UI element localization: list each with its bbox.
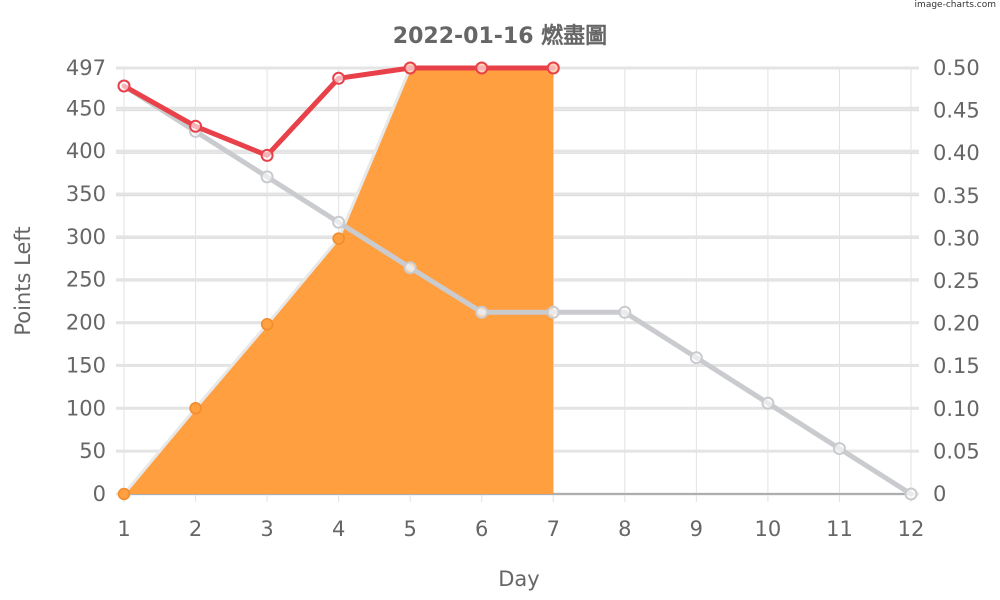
y-tick-label: 50 <box>79 439 106 463</box>
y-tick-label: 497 <box>66 56 106 80</box>
series-point <box>618 305 632 319</box>
series-point <box>260 148 274 162</box>
y2-tick-label: 0.50 <box>933 56 980 80</box>
area-point <box>260 318 274 331</box>
series-point <box>761 396 775 410</box>
y2-tick-label: 0.40 <box>933 141 980 165</box>
y-tick-label: 0 <box>93 482 106 506</box>
series-point <box>546 305 560 319</box>
y-tick-label: 350 <box>66 182 106 206</box>
y-tick-label: 300 <box>66 225 106 249</box>
x-tick-label: 11 <box>826 517 853 541</box>
y2-tick-label: 0.15 <box>933 354 980 378</box>
watermark: image-charts.com <box>914 0 996 10</box>
area-fill <box>124 68 554 494</box>
y2-tick-label: 0.30 <box>933 226 980 250</box>
x-axis-title: Day <box>498 567 539 591</box>
x-tick-label: 6 <box>475 517 488 541</box>
series-point <box>904 487 918 501</box>
y2-tick-label: 0 <box>933 482 946 506</box>
y2-tick-label: 0.25 <box>933 269 980 293</box>
series-point <box>475 305 489 319</box>
y-axis-title: Points Left <box>11 226 35 335</box>
area-point <box>189 402 202 415</box>
y-tick-label: 400 <box>66 139 106 163</box>
y2-axis-ticks: 0 0.05 0.10 0.15 0.20 0.25 0.30 0.35 0.40 0.45 0.5… <box>933 56 980 506</box>
series-point <box>403 61 417 75</box>
y-tick-label: 250 <box>66 268 106 292</box>
y-tick-label: 200 <box>66 311 106 335</box>
y-tick-label: 450 <box>66 96 106 120</box>
x-tick-label: 10 <box>755 517 782 541</box>
y2-tick-label: 0.05 <box>933 439 980 463</box>
y2-tick-label: 0.10 <box>933 397 980 421</box>
x-tick-label: 12 <box>898 517 925 541</box>
series-point <box>332 71 346 85</box>
y-axis-ticks: 0 50 100 150 200 250 300 350 400 450 497 <box>66 56 106 506</box>
series-point <box>260 170 274 184</box>
series-point <box>546 61 560 75</box>
x-tick-label: 7 <box>547 517 560 541</box>
series-point <box>117 79 131 93</box>
x-tick-label: 1 <box>117 517 130 541</box>
y-tick-label: 150 <box>66 353 106 377</box>
series-point <box>475 61 489 75</box>
x-tick-label: 2 <box>189 517 202 541</box>
y2-tick-label: 0.20 <box>933 312 980 336</box>
x-tick-label: 8 <box>618 517 631 541</box>
y-tick-label: 100 <box>66 396 106 420</box>
x-tick-label: 3 <box>260 517 273 541</box>
series-line <box>121 83 914 497</box>
x-tick-label: 9 <box>690 517 703 541</box>
x-tick-label: 5 <box>403 517 416 541</box>
series-point <box>189 119 203 133</box>
series-point <box>689 351 703 365</box>
x-tick-label: 4 <box>332 517 345 541</box>
series-point <box>403 261 417 275</box>
series-layer <box>117 61 918 501</box>
series-point <box>832 442 846 456</box>
y2-tick-label: 0.45 <box>933 99 980 123</box>
chart-title: 2022-01-16 燃盡圖 <box>393 23 607 49</box>
x-axis-ticks: 1 2 3 4 5 6 7 8 9 10 11 12 <box>117 517 924 541</box>
area-point <box>117 487 131 501</box>
series-point <box>332 215 346 229</box>
y2-tick-label: 0.35 <box>933 184 980 208</box>
area-point <box>332 232 345 245</box>
